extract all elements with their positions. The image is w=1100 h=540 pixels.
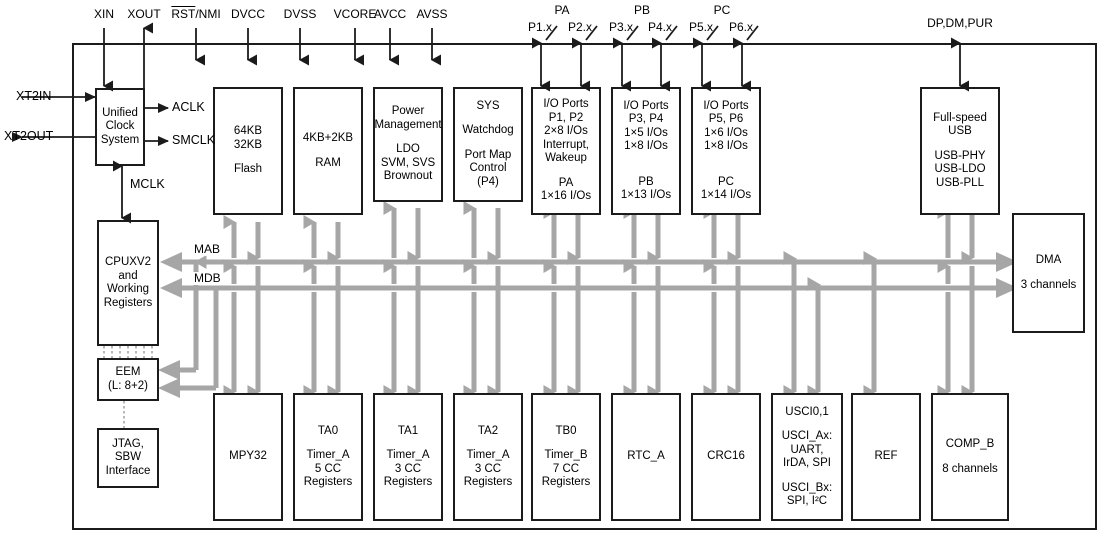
timer-ta2[interactable]: TA2 Timer_A 3 CC Registers [453,393,523,521]
pin-label-p3x: P3.x [608,20,633,34]
flash-memory[interactable]: 64KB 32KB Flash [213,87,283,215]
pin-label-p1x: P1.x [527,20,552,34]
io-ports-p5-p6[interactable]: I/O Ports P5, P6 1×6 I/Os 1×8 I/Os PC 1×… [691,87,761,215]
full-speed-usb[interactable]: Full-speed USB USB-PHY USB-LDO USB-PLL [920,87,1000,215]
crc16-module[interactable]: CRC16 [691,393,761,521]
bus-label-mab: MAB [192,242,223,256]
timer-tb0[interactable]: TB0 Timer_B 7 CC Registers [531,393,601,521]
ram-memory[interactable]: 4KB+2KB RAM [293,87,363,215]
dma-controller[interactable]: DMA 3 channels [1012,213,1085,333]
mpy32-multiplier[interactable]: MPY32 [213,393,283,521]
pin-label-p2x: P2.x [567,20,592,34]
clock-signal-mclk: MCLK [130,177,165,191]
pin-label-dvcc: DVCC [230,7,265,21]
pin-label-avcc: AVCC [373,7,407,21]
clock-output-smclk: SMCLK [172,133,216,147]
usci-module[interactable]: USCI0,1 USCI_Ax: UART, IrDA, SPI USCI_Bx… [771,393,843,521]
pin-label-p5x: P5.x [688,20,713,34]
pin-label-usb: DP,DM,PUR [927,16,993,30]
ref-module[interactable]: REF [851,393,921,521]
bus-label-mdb: MDB [192,271,223,285]
eem-module[interactable]: EEM (L: 8+2) [97,358,159,401]
jtag-sbw-interface[interactable]: JTAG, SBW Interface [97,428,159,488]
pin-label-p6x: P6.x [728,20,753,34]
clock-output-aclk: ACLK [172,100,205,114]
comp-b-module[interactable]: COMP_B 8 channels [931,393,1009,521]
pin-label-p4x: P4.x [647,20,672,34]
rtc-a-module[interactable]: RTC_A [611,393,681,521]
power-management[interactable]: Power Management LDO SVM, SVS Brownout [373,87,443,202]
io-ports-p1-p2[interactable]: I/O Ports P1, P2 2×8 I/Os Interrupt, Wak… [531,87,601,215]
unified-clock-system[interactable]: Unified Clock System [95,88,145,166]
pin-label-xout: XOUT [127,7,161,21]
timer-ta0[interactable]: TA0 Timer_A 5 CC Registers [293,393,363,521]
pin-label-avss: AVSS [416,7,448,21]
io-ports-p3-p4[interactable]: I/O Ports P3, P4 1×5 I/Os 1×8 I/Os PB 1×… [611,87,681,215]
pin-label-xin: XIN [93,7,114,21]
port-group-label-pa: PA [554,3,570,17]
timer-ta1[interactable]: TA1 Timer_A 3 CC Registers [373,393,443,521]
port-group-label-pc: PC [713,3,731,17]
pin-label-xt2out: XT2OUT [4,129,54,143]
cpuxv2-core[interactable]: CPUXV2 and Working Registers [97,220,159,346]
pin-label-vcore: VCORE [333,7,377,21]
sys-watchdog[interactable]: SYS Watchdog Port Map Control (P4) [453,87,523,202]
port-group-label-pb: PB [633,3,650,17]
pin-label-dvss: DVSS [283,7,317,21]
pin-label-xt2in: XT2IN [16,89,52,103]
pin-label-rst-nmi: RST/NMI [171,7,221,21]
